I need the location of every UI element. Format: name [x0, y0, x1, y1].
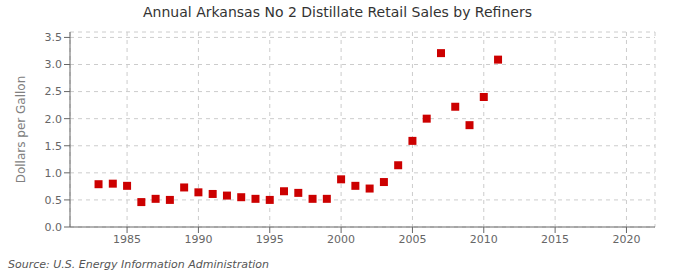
svg-text:2010: 2010	[470, 233, 498, 246]
svg-text:2.0: 2.0	[45, 113, 63, 126]
svg-text:0.5: 0.5	[45, 194, 63, 207]
svg-text:1985: 1985	[113, 233, 141, 246]
svg-text:1990: 1990	[184, 233, 212, 246]
svg-text:2005: 2005	[398, 233, 426, 246]
svg-text:1995: 1995	[256, 233, 284, 246]
svg-text:2000: 2000	[327, 233, 355, 246]
svg-text:Dollars per Gallon: Dollars per Gallon	[14, 76, 28, 184]
svg-text:2.5: 2.5	[45, 85, 63, 98]
html-text:Annual Arkansas No 2 Distillat: Annual Arkansas No 2 Distillate Retail S…	[143, 4, 532, 20]
svg-text:1.5: 1.5	[45, 140, 63, 153]
svg-text:2015: 2015	[541, 233, 569, 246]
svg-text:2020: 2020	[612, 233, 640, 246]
svg-text:3.0: 3.0	[45, 58, 63, 71]
svg-text:3.5: 3.5	[45, 31, 63, 44]
svg-text:0.0: 0.0	[45, 221, 63, 234]
svg-text:1.0: 1.0	[45, 167, 63, 180]
html-text:Source: U.S. Energy Informatio: Source: U.S. Energy Information Administ…	[8, 258, 269, 271]
